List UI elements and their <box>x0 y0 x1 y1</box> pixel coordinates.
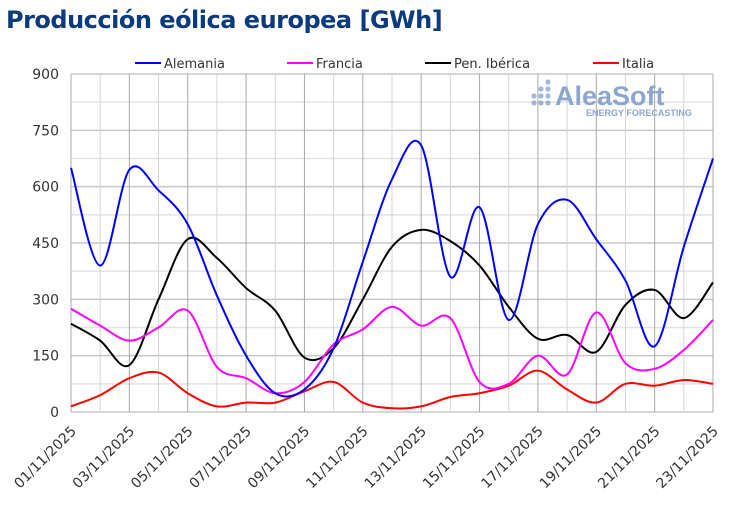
legend-label: Alemania <box>164 57 225 72</box>
y-tick-label: 900 <box>32 67 59 83</box>
aleasoft-logo <box>531 79 551 106</box>
y-tick-label: 300 <box>32 292 59 308</box>
y-tick-label: 750 <box>32 123 59 139</box>
series-line-francia <box>70 305 714 395</box>
x-tick-label: 23/11/2025 <box>653 424 721 492</box>
legend-label: Italia <box>622 57 654 72</box>
series-line-pen-ib-rica <box>70 228 714 368</box>
legend-label: Francia <box>316 57 363 72</box>
logo-name: AleaSoft <box>555 81 665 111</box>
y-tick-label: 0 <box>50 405 59 421</box>
y-tick-label: 600 <box>32 180 59 196</box>
series-line-italia <box>70 369 714 410</box>
chart-title: Producción eólica europea [GWh] <box>6 6 443 34</box>
series-line-alemania <box>70 139 714 398</box>
legend-label: Pen. Ibérica <box>454 57 530 72</box>
logo-tagline: ENERGY FORECASTING <box>586 108 692 118</box>
y-tick-label: 150 <box>32 349 59 365</box>
y-tick-label: 450 <box>32 236 59 252</box>
